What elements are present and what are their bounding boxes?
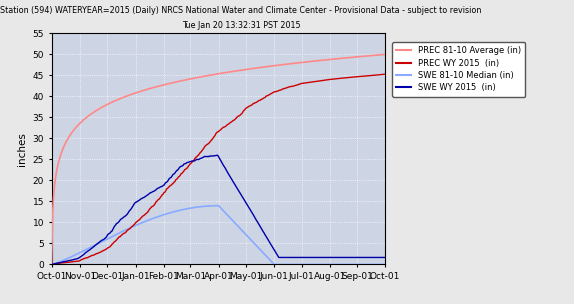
- Y-axis label: inches: inches: [17, 132, 27, 166]
- Text: Station (594) WATERYEAR=2015 (Daily) NRCS National Water and Climate Center - Pr: Station (594) WATERYEAR=2015 (Daily) NRC…: [1, 6, 482, 15]
- Text: Tue Jan 20 13:32:31 PST 2015: Tue Jan 20 13:32:31 PST 2015: [182, 21, 300, 30]
- Legend: PREC 81-10 Average (in), PREC WY 2015  (in), SWE 81-10 Median (in), SWE WY 2015 : PREC 81-10 Average (in), PREC WY 2015 (i…: [392, 42, 525, 97]
